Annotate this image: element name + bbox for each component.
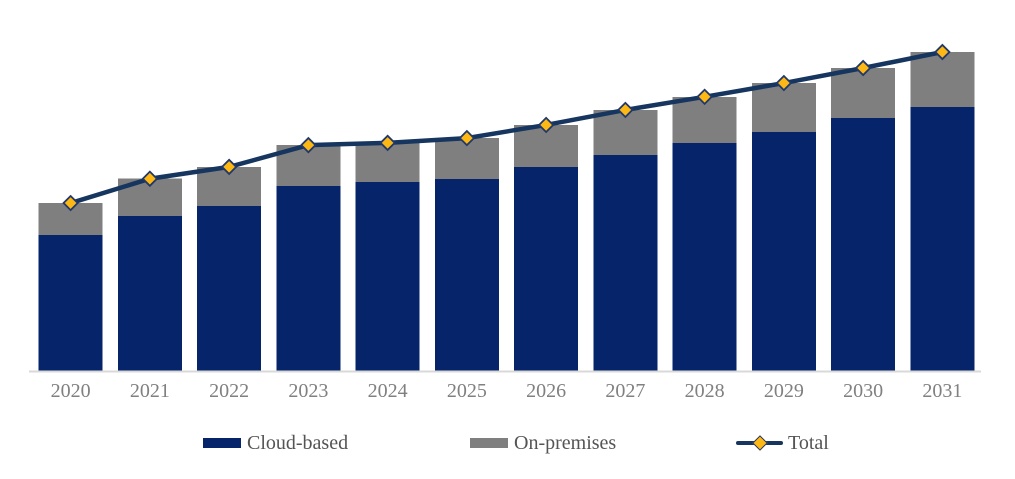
bar-cloud-based-2030 [831, 117, 896, 372]
total-marker-2031 [934, 43, 951, 61]
total-marker-2020 [62, 194, 79, 212]
bar-cloud-based-2029 [751, 132, 816, 372]
diamond-marker-icon [751, 435, 768, 451]
bar-cloud-based-2022 [197, 205, 262, 372]
bar-cloud-based-2020 [38, 235, 103, 372]
total-marker-2027 [617, 101, 634, 119]
total-line [69, 49, 943, 206]
bar-cloud-based-2031 [910, 107, 975, 372]
legend-label-on-premises: On-premises [514, 432, 617, 454]
total-marker-2021 [141, 170, 159, 188]
total-marker-2026 [537, 116, 555, 134]
total-marker-2022 [220, 158, 238, 176]
bar-cloud-based-2028 [672, 142, 737, 372]
on-premises-swatch-icon [470, 438, 508, 448]
total-marker-2029 [775, 74, 793, 92]
bar-cloud-based-2027 [593, 155, 658, 372]
bar-cloud-based-2023 [276, 186, 341, 372]
total-marker-2024 [379, 134, 396, 152]
legend-item-cloud-based: Cloud-based [203, 433, 348, 453]
total-marker-2028 [696, 88, 713, 106]
total-line-sample-icon [736, 435, 783, 451]
total-marker-2025 [458, 129, 476, 147]
legend-item-on-premises: On-premises [470, 433, 616, 453]
cloud-based-swatch-icon [203, 438, 241, 448]
total-marker-2023 [300, 136, 317, 154]
total-marker-2030 [854, 59, 872, 77]
bar-cloud-based-2025 [434, 179, 499, 372]
legend-label-total: Total [788, 432, 829, 454]
bar-cloud-based-2026 [514, 166, 579, 372]
bar-cloud-based-2024 [355, 181, 420, 372]
bar-on-premises-2031 [910, 52, 975, 108]
legend-label-cloud-based: Cloud-based [247, 432, 349, 454]
legend-item-total: Total [736, 433, 829, 453]
bar-cloud-based-2021 [117, 215, 182, 372]
